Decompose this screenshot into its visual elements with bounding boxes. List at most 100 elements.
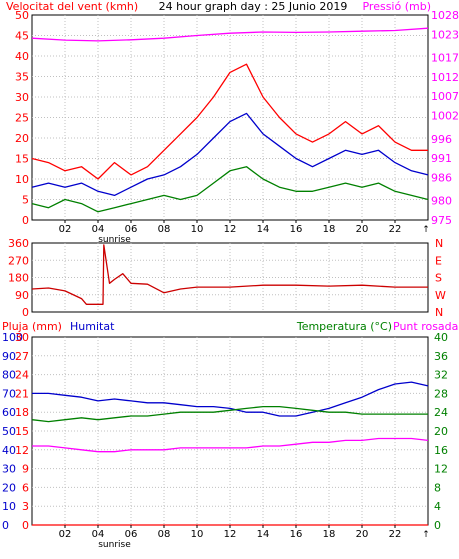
humidity-label: Humitat (70, 320, 115, 333)
tick-label: 360 (8, 237, 29, 250)
tick-label: 30 (15, 331, 29, 344)
series-pressure (31, 27, 429, 42)
dew-point-label: Punt rosada (393, 320, 458, 333)
tick-label: 980 (431, 195, 452, 208)
x-tick-label: 16 (290, 529, 303, 540)
wind-speed-title: Velocitat del vent (kmh) (6, 0, 138, 13)
x-tick-label: 14 (257, 224, 270, 235)
x-tick-label: 10 (191, 529, 204, 540)
tick-label: 18 (15, 406, 29, 419)
tick-label: 270 (8, 254, 29, 267)
x-tick-label: 14 (257, 529, 270, 540)
tick-label: 8 (434, 481, 441, 494)
tick-label: 40 (434, 331, 448, 344)
tick-label: 80 (2, 369, 16, 382)
tick-label: 10 (2, 500, 16, 513)
tick-label: 1023 (431, 28, 459, 41)
x-tick-label: 12 (224, 224, 237, 235)
compass-label: S (435, 272, 442, 285)
x-tick-label: 02 (59, 224, 72, 235)
tick-label: 24 (15, 369, 29, 382)
direction-panel-series (31, 244, 428, 305)
tick-label: 3 (22, 500, 29, 513)
x-tick-label: 12 (224, 529, 237, 540)
x-tick-label: 08 (158, 529, 171, 540)
tick-label: 1028 (431, 9, 459, 22)
tick-label: 5 (22, 194, 29, 207)
sunrise-label: sunrise (98, 540, 131, 550)
tick-label: 0 (22, 214, 29, 227)
x-tick-label: 06 (125, 224, 138, 235)
rain-axis: 0 10 20 30 40 50 60 70 80 90 100 (2, 331, 23, 532)
tick-label: 10 (15, 173, 29, 186)
x-tick-label: 02 (59, 529, 72, 540)
tick-label: 25 (15, 112, 29, 125)
temperature-axis: 0 4 8 12 16 20 24 28 32 36 40 (434, 331, 448, 532)
temperature-label: Temperatura (°C) (296, 320, 392, 333)
tick-label: 986 (431, 171, 452, 184)
series-humidity (32, 381, 429, 417)
wind-speed-axis: 0 5 10 15 20 25 30 35 40 45 50 (15, 9, 29, 227)
x-tick-label: 20 (356, 224, 369, 235)
tick-label: 20 (2, 481, 16, 494)
wind-panel-x-axis: 02 04 06 08 10 12 14 16 18 20 22 sunrise ↑ (59, 220, 430, 245)
wind-panel-series (31, 27, 429, 213)
x-tick-label: 10 (191, 224, 204, 235)
climate-panel-grid (32, 337, 428, 525)
now-marker-icon: ↑ (422, 225, 430, 235)
tick-label: 996 (431, 133, 452, 146)
x-tick-label: 22 (389, 224, 402, 235)
x-tick-label: 22 (389, 529, 402, 540)
series-temperature (31, 405, 428, 423)
tick-label: 36 (434, 350, 448, 363)
tick-label: 12 (15, 444, 29, 457)
direction-degrees-axis: 0 90 180 270 360 (8, 237, 29, 319)
humidity-axis: 0 3 6 9 12 15 18 21 24 27 30 (15, 331, 29, 532)
tick-label: 1012 (431, 71, 459, 84)
tick-label: 90 (15, 289, 29, 302)
tick-label: 27 (15, 350, 29, 363)
tick-label: 1002 (431, 110, 459, 123)
now-marker-icon: ↑ (422, 530, 430, 540)
tick-label: 100 (2, 331, 23, 344)
tick-label: 9 (22, 463, 29, 476)
tick-label: 0 (2, 519, 9, 532)
tick-label: 40 (15, 50, 29, 63)
graph-date-title: 24 hour graph day : 25 Junio 2019 (159, 0, 348, 13)
series-direction (31, 244, 428, 305)
tick-label: 50 (15, 9, 29, 22)
series-speed (31, 112, 429, 197)
tick-label: 975 (431, 214, 452, 227)
tick-label: 0 (434, 519, 441, 532)
tick-label: 20 (15, 132, 29, 145)
rain-label: Pluja (mm) (2, 320, 62, 333)
compass-label: E (435, 254, 442, 267)
compass-label: N (435, 237, 443, 250)
x-tick-label: 20 (356, 529, 369, 540)
tick-label: 0 (22, 519, 29, 532)
x-tick-label: 06 (125, 529, 138, 540)
tick-label: 60 (2, 406, 16, 419)
tick-label: 45 (15, 30, 29, 43)
tick-label: 15 (15, 153, 29, 166)
tick-label: 35 (15, 71, 29, 84)
wind-panel-grid (32, 15, 428, 220)
series-gust (31, 63, 428, 180)
sunrise-label: sunrise (98, 235, 131, 245)
tick-label: 991 (431, 152, 452, 165)
tick-label: 32 (434, 369, 448, 382)
tick-label: 30 (15, 91, 29, 104)
tick-label: 40 (2, 444, 16, 457)
direction-panel-grid (32, 243, 428, 312)
compass-label: W (435, 289, 446, 302)
series-dew-point (32, 437, 429, 453)
tick-label: 12 (434, 463, 448, 476)
tick-label: 15 (15, 425, 29, 438)
compass-label: N (435, 306, 443, 319)
tick-label: 16 (434, 444, 448, 457)
tick-label: 4 (434, 500, 441, 513)
tick-label: 90 (2, 350, 16, 363)
